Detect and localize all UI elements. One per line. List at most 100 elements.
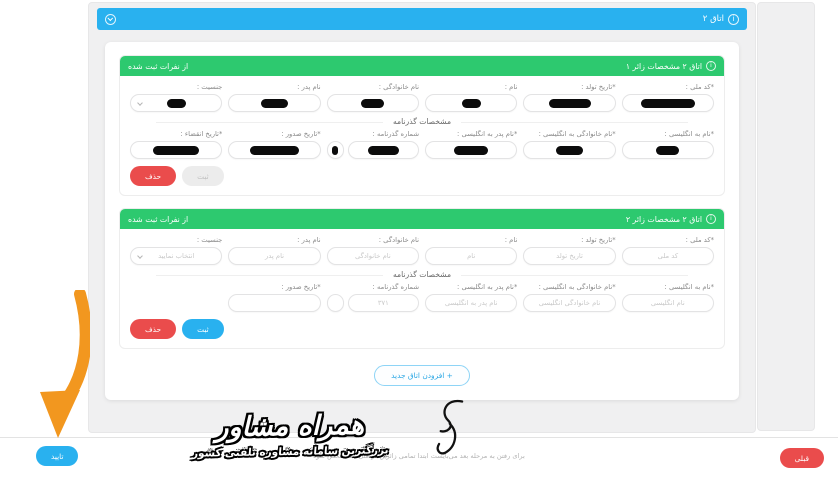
field-national-code: *کد ملی : — [621, 83, 714, 112]
info-icon: i — [706, 61, 716, 71]
issue-date-input[interactable] — [228, 141, 321, 159]
field-label: *کد ملی : — [685, 83, 714, 91]
field-lastname-en: *نام خانوادگی به انگلیسی : — [523, 130, 616, 159]
field-label: *تاریخ صدور : — [281, 130, 321, 138]
confirm-button[interactable]: تایید — [36, 446, 79, 466]
passport-number-input[interactable] — [347, 141, 420, 159]
guest-2-header-title-group: i اتاق ۲ مشخصات زائر ۲ — [626, 214, 716, 224]
redacted-value — [153, 145, 200, 155]
passport-divider: مشخصات گذرنامه — [156, 270, 688, 279]
redacted-value — [368, 145, 399, 155]
field-label: جنسیت : — [196, 83, 223, 91]
field-last-name: نام خانوادگی : — [326, 236, 420, 265]
delete-button[interactable]: حذف — [130, 166, 177, 186]
birth-date-input[interactable] — [523, 247, 616, 265]
chevron-down-icon — [137, 100, 143, 106]
fathername-en-input[interactable] — [425, 294, 518, 312]
redacted-value — [454, 145, 489, 155]
field-father-name: نام پدر : — [228, 236, 321, 265]
select-placeholder: انتخاب نمایید — [158, 252, 195, 260]
name-en-input[interactable] — [621, 294, 714, 312]
last-name-input[interactable] — [326, 247, 420, 265]
gender-select[interactable] — [130, 94, 223, 112]
guest-2-subtitle: از نفرات ثبت شده — [128, 214, 189, 224]
first-name-input[interactable] — [425, 247, 518, 265]
field-label: *تاریخ انقضاء : — [180, 130, 223, 138]
lastname-en-input[interactable] — [523, 294, 616, 312]
first-name-input[interactable] — [425, 94, 518, 112]
field-fathername-en: *نام پدر به انگلیسی : — [425, 130, 518, 159]
field-label: *تاریخ تولد : — [581, 236, 616, 244]
national-code-input[interactable] — [621, 94, 714, 112]
previous-step-button[interactable]: قبلی — [779, 448, 824, 468]
field-expiry-date: *تاریخ انقضاء : — [130, 130, 223, 159]
guest-2-personal-row: *کد ملی : *تاریخ تولد : نام : نام خانواد… — [120, 229, 724, 265]
guest-section-2: i اتاق ۲ مشخصات زائر ۲ از نفرات ثبت شده … — [119, 208, 725, 349]
passport-prefix-input[interactable] — [326, 294, 344, 312]
father-name-input[interactable] — [228, 94, 321, 112]
room-header-title-group: i اتاق ۲ — [702, 13, 739, 25]
room-header-bar[interactable]: i اتاق ۲ — [97, 8, 747, 30]
field-last-name: نام خانوادگی : — [326, 83, 420, 112]
field-label: نام : — [504, 236, 518, 244]
passport-divider: مشخصات گذرنامه — [156, 117, 688, 126]
wizard-footer: قبلی برای رفتن به مرحله بعد می‌بایست ابت… — [0, 437, 838, 477]
lastname-en-input[interactable] — [523, 141, 616, 159]
field-label: نام پدر : — [297, 83, 321, 91]
annotation-arrow-icon — [40, 290, 90, 438]
field-national-code: *کد ملی : — [621, 236, 714, 265]
field-gender: جنسیت : انتخاب نمایید — [130, 236, 223, 265]
redacted-value — [641, 98, 695, 108]
add-room-button[interactable]: + افزودن اتاق جدید — [374, 365, 470, 386]
guest-2-actions: ثبت حذف — [120, 312, 724, 348]
field-issue-date: *تاریخ صدور : — [228, 283, 321, 312]
passport-number-group — [326, 294, 420, 312]
redacted-value — [166, 98, 186, 108]
gender-select[interactable]: انتخاب نمایید — [130, 247, 223, 265]
footer-note: برای رفتن به مرحله بعد می‌بایست ابتدا تم… — [313, 452, 525, 460]
guest-1-title: اتاق ۲ مشخصات زائر ۱ — [625, 61, 702, 71]
guest-2-title: اتاق ۲ مشخصات زائر ۲ — [625, 214, 702, 224]
redacted-value — [361, 98, 385, 108]
last-name-input[interactable] — [326, 94, 420, 112]
redacted-value — [249, 145, 300, 155]
rooms-card: i اتاق ۲ مشخصات زائر ۱ از نفرات ثبت شده … — [105, 42, 739, 400]
expiry-date-input[interactable] — [130, 141, 223, 159]
right-panel-strip — [757, 2, 815, 431]
issue-date-input[interactable] — [228, 294, 321, 312]
guest-1-personal-row: *کد ملی : *تاریخ تولد : نام : نام خانواد… — [120, 76, 724, 112]
guest-1-subtitle: از نفرات ثبت شده — [128, 61, 189, 71]
passport-number-group — [326, 141, 420, 159]
submit-button[interactable]: ثبت — [182, 319, 224, 339]
passport-number-input[interactable] — [347, 294, 420, 312]
room-title: اتاق ۲ — [702, 14, 724, 24]
delete-button[interactable]: حذف — [130, 319, 177, 339]
field-passport-number: شماره گذرنامه : — [326, 283, 420, 312]
father-name-input[interactable] — [228, 247, 321, 265]
name-en-input[interactable] — [621, 141, 714, 159]
fathername-en-input[interactable] — [425, 141, 518, 159]
guest-1-header: i اتاق ۲ مشخصات زائر ۱ از نفرات ثبت شده — [120, 56, 724, 76]
redacted-value — [461, 98, 481, 108]
passport-section-title: مشخصات گذرنامه — [382, 117, 462, 126]
field-birth-date: *تاریخ تولد : — [523, 83, 616, 112]
submit-button[interactable]: ثبت — [182, 166, 224, 186]
field-label: *نام به انگلیسی : — [664, 283, 714, 291]
collapse-chevron-icon[interactable] — [105, 13, 116, 25]
field-fathername-en: *نام پدر به انگلیسی : — [425, 283, 518, 312]
field-name-en: *نام به انگلیسی : — [621, 130, 714, 159]
birth-date-input[interactable] — [523, 94, 616, 112]
field-issue-date: *تاریخ صدور : — [228, 130, 321, 159]
info-icon: i — [728, 13, 739, 25]
field-label: نام پدر : — [297, 236, 321, 244]
field-label: *نام خانوادگی به انگلیسی : — [538, 130, 616, 138]
info-icon: i — [706, 214, 716, 224]
guest-2-header: i اتاق ۲ مشخصات زائر ۲ از نفرات ثبت شده — [120, 209, 724, 229]
field-lastname-en: *نام خانوادگی به انگلیسی : — [523, 283, 616, 312]
passport-prefix-input[interactable] — [326, 141, 344, 159]
national-code-input[interactable] — [621, 247, 714, 265]
field-name-en: *نام به انگلیسی : — [621, 283, 714, 312]
field-label: نام خانوادگی : — [378, 83, 420, 91]
guest-1-header-title-group: i اتاق ۲ مشخصات زائر ۱ — [626, 61, 716, 71]
